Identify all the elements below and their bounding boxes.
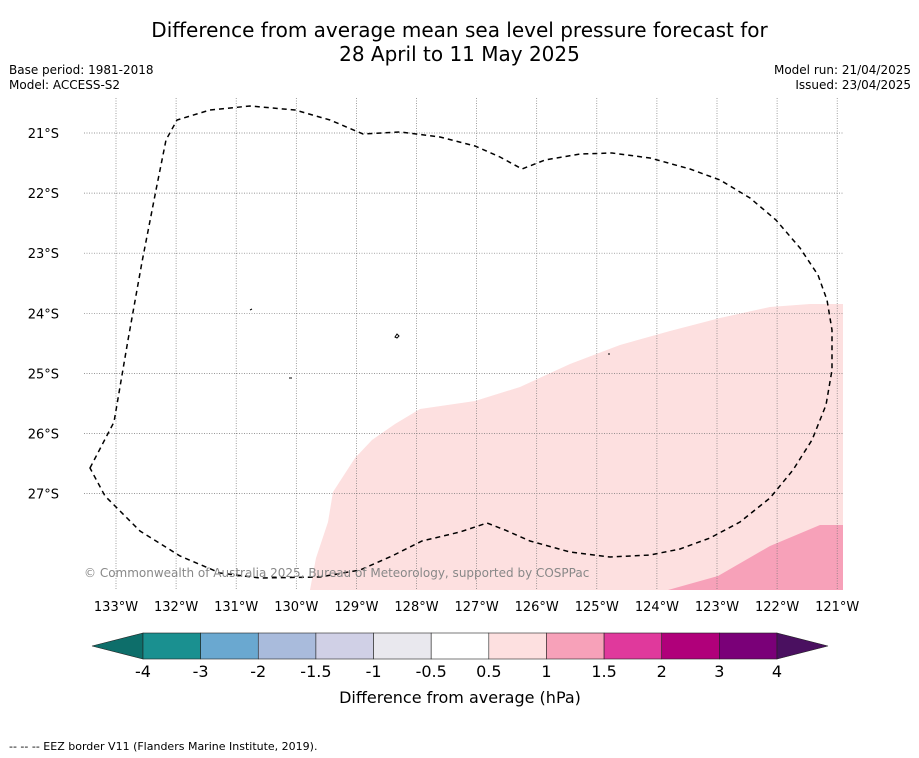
lat-label: 23°S <box>28 247 59 262</box>
lat-label: 22°S <box>28 187 59 202</box>
anomaly-fill-0.5-1 <box>310 304 843 590</box>
latitude-labels: 21°S 22°S 23°S 24°S 25°S 26°S 27°S <box>28 127 59 503</box>
anomaly-fill-1-1.5 <box>668 525 843 590</box>
colorbar-cell <box>488 632 547 660</box>
colorbar-tick-label: -1 <box>366 662 382 681</box>
colorbar-tick-label: -0.5 <box>416 662 447 681</box>
lon-label: 128°W <box>394 600 438 615</box>
colorbar-cell <box>373 632 432 660</box>
gridlines <box>84 98 843 590</box>
base-period-text: Base period: 1981-2018 <box>9 63 154 77</box>
colorbar-cell <box>661 632 720 660</box>
model-run-text: Model run: 21/04/2025 <box>773 63 911 77</box>
colorbar-cell <box>315 632 374 660</box>
longitude-labels: 133°W 132°W 131°W 130°W 129°W 128°W 127°W 126°W… <box>94 600 860 615</box>
colorbar-cell <box>257 632 317 660</box>
lat-label: 21°S <box>28 127 59 142</box>
map-area: © Commonwealth of Australia 2025, Bureau… <box>84 98 843 590</box>
colorbar-cells <box>142 632 778 660</box>
colorbar: -4 -3 -2 -1.5 -1 -0.5 0.5 1 1.5 2 3 4 Difference fr… <box>91 632 829 707</box>
lon-label: 124°W <box>635 600 679 615</box>
lon-label: 125°W <box>575 600 619 615</box>
colorbar-cell <box>142 632 201 660</box>
lon-label: 121°W <box>815 600 859 615</box>
eez-footnote: -- -- -- EEZ border V11 (Flanders Marine… <box>9 740 318 753</box>
issued-text: Issued: 23/04/2025 <box>795 78 911 92</box>
colorbar-tick-label: -3 <box>193 662 209 681</box>
chart-title: Difference from average mean sea level p… <box>0 18 919 66</box>
colorbar-cell <box>603 632 663 660</box>
lat-label: 26°S <box>28 428 59 443</box>
colorbar-tick-label: 1.5 <box>591 662 616 681</box>
lon-label: 122°W <box>755 600 799 615</box>
colorbar-tick-label: 3 <box>714 662 724 681</box>
title-line-1: Difference from average mean sea level p… <box>151 18 768 42</box>
colorbar-tick-label: -1.5 <box>300 662 331 681</box>
colorbar-cell <box>430 632 490 660</box>
colorbar-over-arrow <box>776 632 829 660</box>
colorbar-cell <box>546 632 605 660</box>
colorbar-tick-label: 4 <box>772 662 782 681</box>
lon-label: 129°W <box>334 600 378 615</box>
lon-label: 126°W <box>515 600 559 615</box>
lon-label: 127°W <box>455 600 499 615</box>
lon-label: 131°W <box>214 600 258 615</box>
colorbar-under-arrow <box>91 632 144 660</box>
lon-label: 133°W <box>94 600 138 615</box>
lat-label: 27°S <box>28 488 59 503</box>
lat-label: 25°S <box>28 367 59 382</box>
colorbar-tick-label: -2 <box>250 662 266 681</box>
colorbar-tick-label: -4 <box>135 662 151 681</box>
colorbar-label: Difference from average (hPa) <box>339 688 581 707</box>
lat-label: 24°S <box>28 307 59 322</box>
island-2 <box>394 333 400 339</box>
colorbar-cell <box>200 632 259 660</box>
lon-label: 130°W <box>274 600 318 615</box>
copyright-text: © Commonwealth of Australia 2025, Bureau… <box>84 566 589 580</box>
model-text: Model: ACCESS-S2 <box>9 78 121 92</box>
meta-left: Base period: 1981-2018 Model: ACCESS-S2 <box>9 63 154 93</box>
meta-right: Model run: 21/04/2025 Issued: 23/04/2025 <box>774 63 911 93</box>
lon-label: 123°W <box>695 600 739 615</box>
colorbar-tick-label: 1 <box>541 662 551 681</box>
island-1 <box>249 308 253 311</box>
title-line-2: 28 April to 11 May 2025 <box>339 42 580 66</box>
lon-label: 132°W <box>154 600 198 615</box>
colorbar-cell <box>719 632 778 660</box>
colorbar-tick-label: 0.5 <box>476 662 501 681</box>
colorbar-tick-labels: -4 -3 -2 -1.5 -1 -0.5 0.5 1 1.5 2 3 4 <box>135 662 782 681</box>
eez-border <box>89 105 833 579</box>
colorbar-tick-label: 2 <box>657 662 667 681</box>
